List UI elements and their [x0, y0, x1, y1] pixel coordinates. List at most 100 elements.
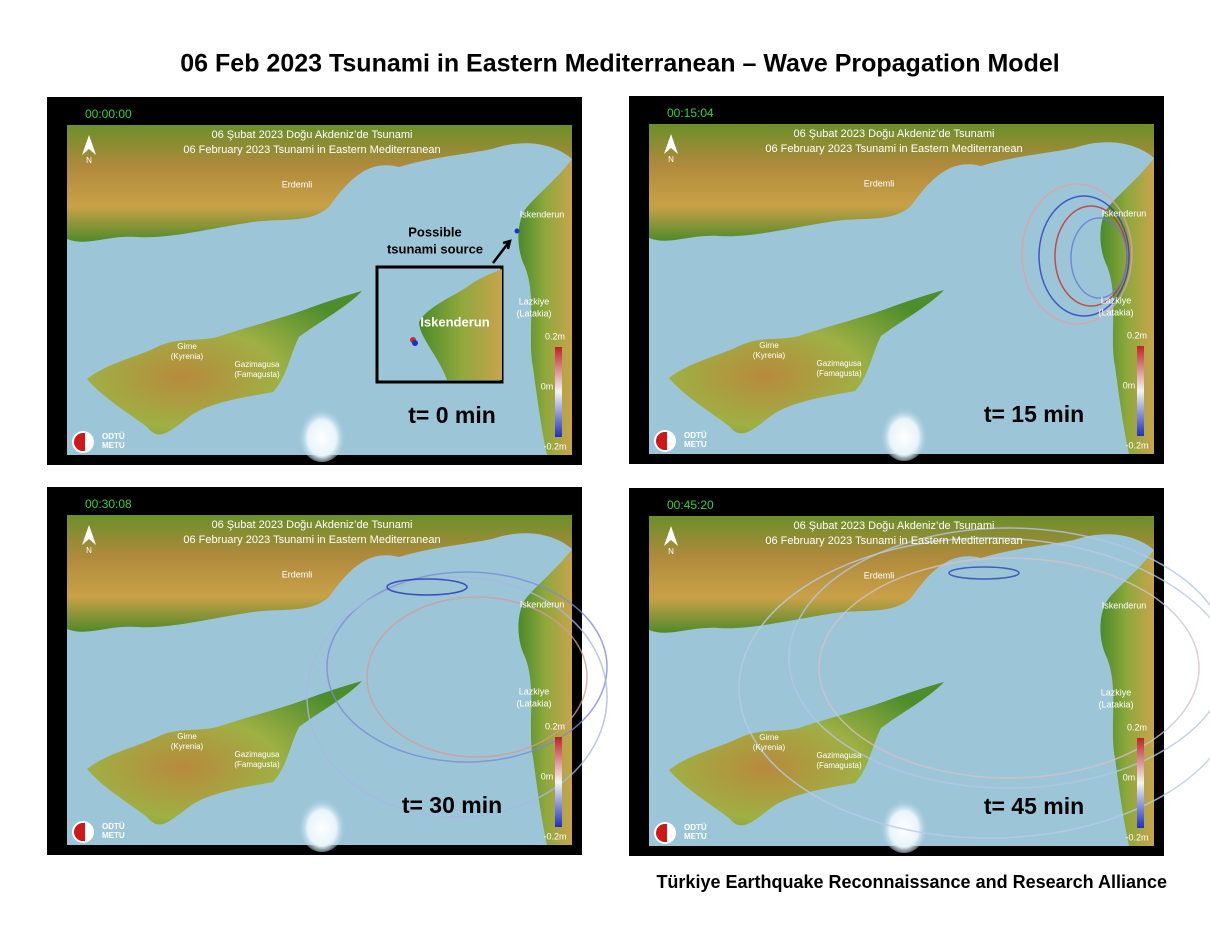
- place-label: Lazkiye: [519, 296, 550, 306]
- inset-land: [419, 269, 502, 380]
- logo-mark: [656, 432, 665, 450]
- place-label: (Famagusta): [234, 370, 280, 379]
- colorbar: [1137, 738, 1144, 828]
- north-arrow: [664, 526, 678, 546]
- turkey-land: [67, 515, 572, 632]
- north-label: N: [86, 156, 92, 165]
- time-label: t= 30 min: [402, 792, 502, 818]
- timestamp: 00:30:08: [85, 497, 132, 511]
- map-panel: 00:45:20 06 Şubat 2023 Doğu Akdeniz’de Ts…: [629, 488, 1210, 856]
- wave-front: [818, 557, 1200, 779]
- logo-bar: [663, 824, 667, 842]
- place-label: (Kyrenia): [753, 351, 786, 360]
- map-heading: 06 February 2023 Tsunami in Eastern Medi…: [765, 535, 1022, 547]
- cyprus-land: [87, 291, 362, 435]
- place-label: (Famagusta): [234, 760, 280, 769]
- cyprus-land: [669, 290, 944, 434]
- place-label: (Famagusta): [816, 761, 862, 770]
- north-arrow: [82, 525, 96, 545]
- wave-front: [386, 578, 468, 596]
- place-label: Iskenderun: [1102, 600, 1147, 610]
- logo-mark: [656, 824, 665, 842]
- colorbar-label: 0m: [541, 381, 554, 391]
- colorbar-label: -0.2m: [1125, 440, 1148, 450]
- turkey-land: [67, 125, 572, 242]
- title: 06 Feb 2023 Tsunami in Eastern Mediterra…: [180, 50, 1059, 78]
- source-note: Possible: [408, 224, 461, 239]
- colorbar-label: -0.2m: [543, 831, 566, 841]
- north-arrow: [82, 135, 96, 155]
- place-label: (Latakia): [1098, 307, 1133, 317]
- source-dot: [514, 228, 520, 234]
- logo-text: ODTÜ: [102, 822, 125, 831]
- north-arrow: [664, 134, 678, 154]
- logo-bar: [663, 432, 667, 450]
- source-note: tsunami source: [387, 241, 483, 256]
- place-label: Lazkiye: [1101, 687, 1132, 697]
- place-label: Gazimagusa: [235, 360, 280, 369]
- place-label: Girne: [759, 733, 779, 742]
- logo-mark: [74, 823, 83, 841]
- colorbar-label: 0.2m: [545, 721, 565, 731]
- map-panel: 00:00:00 06 Şubat 2023 Doğu Akdeniz’de Ts…: [47, 97, 582, 465]
- logo-text: ODTÜ: [684, 431, 707, 440]
- wave-front: [788, 527, 1210, 789]
- wave-front: [1021, 183, 1133, 325]
- timestamp: 00:15:04: [667, 106, 714, 120]
- wave-front: [1070, 217, 1128, 299]
- place-label: Iskenderun: [520, 209, 565, 219]
- north-label: N: [668, 547, 674, 556]
- wave-front: [1038, 195, 1130, 317]
- wave-front: [306, 576, 608, 818]
- time-label: t= 0 min: [408, 402, 496, 428]
- logo-text: ODTÜ: [684, 823, 707, 832]
- place-label: Erdemli: [864, 178, 895, 188]
- place-label: Girne: [759, 341, 779, 350]
- logo-text: METU: [102, 441, 125, 450]
- source-arrow: [492, 239, 512, 264]
- cyprus-land: [87, 681, 362, 825]
- place-label: (Latakia): [1098, 699, 1133, 709]
- place-label: Lazkiye: [1101, 295, 1132, 305]
- place-label: Gazimagusa: [817, 359, 862, 368]
- place-label: Erdemli: [282, 569, 313, 579]
- logo-bar: [81, 433, 85, 451]
- colorbar-label: 0m: [1123, 380, 1136, 390]
- time-label: t= 45 min: [984, 793, 1084, 819]
- colorbar: [555, 347, 562, 437]
- map-panel: 00:30:08 06 Şubat 2023 Doğu Akdeniz’de Ts…: [47, 487, 608, 855]
- logo-bar: [81, 823, 85, 841]
- place-label: Lazkiye: [519, 686, 550, 696]
- credit: Türkiye Earthquake Reconnaissance and Re…: [656, 872, 1167, 892]
- colorbar: [555, 737, 562, 827]
- glow: [298, 792, 346, 852]
- north-label: N: [86, 546, 92, 555]
- colorbar-label: -0.2m: [1125, 832, 1148, 842]
- place-label: (Latakia): [516, 308, 551, 318]
- colorbar-label: 0.2m: [1127, 722, 1147, 732]
- map-heading: 06 Şubat 2023 Doğu Akdeniz’de Tsunami: [212, 519, 413, 531]
- wave-front: [326, 571, 608, 763]
- colorbar: [1137, 346, 1144, 436]
- place-label: (Kyrenia): [171, 742, 204, 751]
- place-label: Erdemli: [282, 179, 313, 189]
- glow: [880, 793, 928, 853]
- colorbar-label: 0m: [541, 771, 554, 781]
- cyprus-land: [669, 682, 944, 826]
- inset-label: Iskenderun: [420, 314, 489, 329]
- wave-front: [948, 566, 1020, 580]
- logo-text: METU: [102, 831, 125, 840]
- place-label: (Famagusta): [816, 369, 862, 378]
- place-label: Girne: [177, 732, 197, 741]
- turkey-land: [649, 124, 1154, 241]
- place-label: Girne: [177, 342, 197, 351]
- time-label: t= 15 min: [984, 401, 1084, 427]
- place-label: (Kyrenia): [171, 352, 204, 361]
- colorbar-label: 0.2m: [545, 331, 565, 341]
- map-heading: 06 February 2023 Tsunami in Eastern Medi…: [765, 143, 1022, 155]
- map-heading: 06 February 2023 Tsunami in Eastern Medi…: [183, 144, 440, 156]
- turkey-land: [649, 516, 1154, 633]
- place-label: Gazimagusa: [817, 751, 862, 760]
- colorbar-label: -0.2m: [543, 441, 566, 451]
- place-label: Iskenderun: [520, 599, 565, 609]
